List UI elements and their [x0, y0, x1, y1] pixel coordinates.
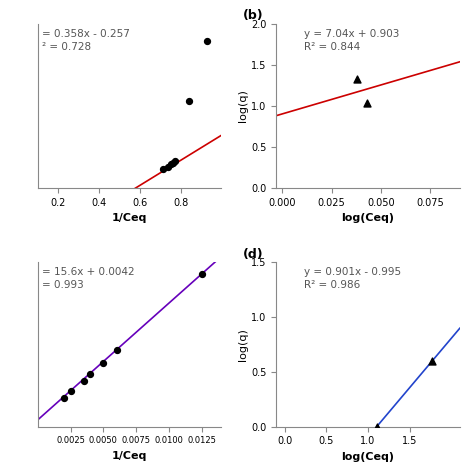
Y-axis label: log(q): log(q)	[238, 90, 248, 122]
Point	[113, 346, 120, 354]
Point	[428, 357, 436, 365]
X-axis label: log(Ceq): log(Ceq)	[342, 452, 394, 462]
X-axis label: log(Ceq): log(Ceq)	[342, 213, 394, 223]
Text: = 0.358x - 0.257
² = 0.728: = 0.358x - 0.257 ² = 0.728	[42, 28, 129, 52]
Point	[60, 394, 68, 402]
Point	[170, 159, 177, 167]
Point	[67, 387, 74, 394]
Point	[198, 270, 205, 278]
Point	[354, 75, 361, 82]
Point	[100, 359, 107, 367]
Point	[159, 165, 167, 173]
Point	[80, 377, 88, 385]
Text: (d): (d)	[243, 247, 264, 261]
Point	[164, 164, 172, 171]
Y-axis label: log(q): log(q)	[238, 328, 248, 361]
Point	[203, 37, 211, 45]
Point	[168, 161, 175, 168]
X-axis label: 1/Ceq: 1/Ceq	[112, 213, 147, 223]
Point	[185, 97, 192, 104]
Text: (b): (b)	[243, 9, 264, 22]
Point	[373, 423, 381, 430]
Point	[87, 370, 94, 377]
X-axis label: 1/Ceq: 1/Ceq	[112, 451, 147, 461]
Point	[363, 99, 371, 107]
Text: y = 0.901x - 0.995
R² = 0.986: y = 0.901x - 0.995 R² = 0.986	[304, 267, 401, 290]
Text: y = 7.04x + 0.903
R² = 0.844: y = 7.04x + 0.903 R² = 0.844	[304, 28, 399, 52]
Text: = 15.6x + 0.0042
= 0.993: = 15.6x + 0.0042 = 0.993	[42, 267, 134, 290]
Point	[172, 157, 179, 165]
